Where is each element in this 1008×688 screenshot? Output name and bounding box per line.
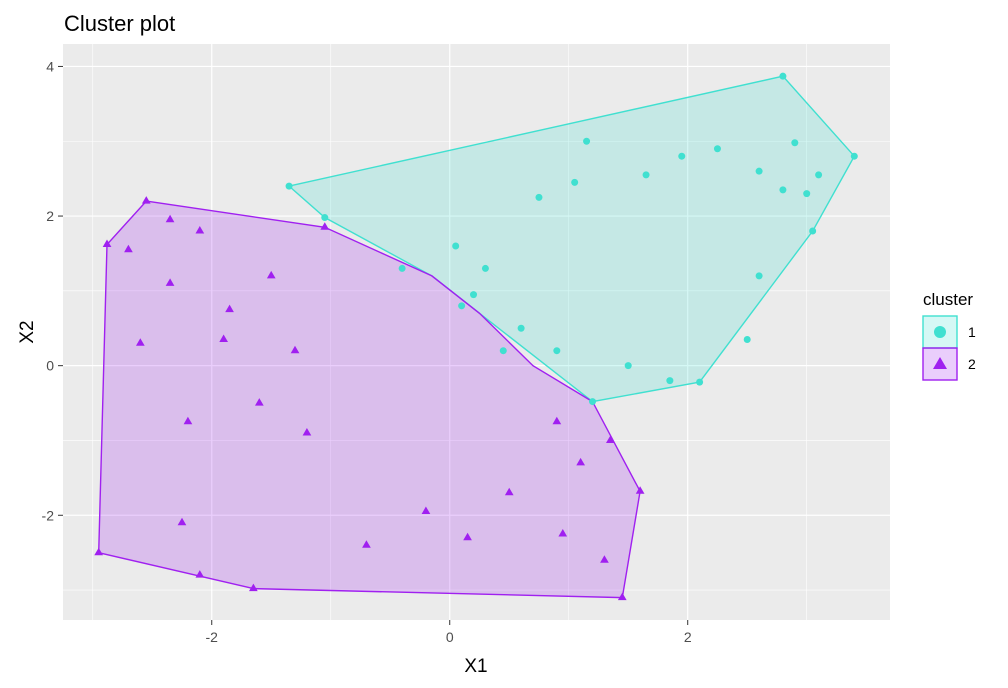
cluster-2-point [290, 345, 300, 354]
cluster-2-point [606, 435, 615, 443]
axes: -2 0 2 -2 0 2 4 [42, 58, 692, 645]
cluster-2-point [136, 338, 145, 346]
cluster-1-point [499, 347, 507, 355]
cluster-2-point [249, 583, 258, 592]
legend-circle-icon [934, 326, 946, 338]
cluster-hulls [97, 75, 856, 599]
cluster-2-point [94, 547, 103, 556]
legend-triangle-icon [933, 357, 947, 369]
cluster-1-point [624, 362, 632, 370]
cluster-2-point [165, 214, 175, 223]
cluster-2-point [576, 457, 585, 466]
cluster-1-point [285, 182, 293, 190]
x-axis-title: X1 [464, 656, 487, 677]
cluster-1-point [666, 377, 674, 385]
cluster-2-point [362, 540, 371, 548]
legend-title: cluster [923, 290, 973, 309]
cluster-2-hull [97, 200, 641, 599]
cluster-1-point [535, 193, 543, 201]
cluster-2-point [177, 517, 187, 526]
cluster-1-point [696, 378, 704, 386]
cluster-1-point [809, 227, 817, 235]
cluster-1-point [815, 171, 823, 179]
cluster-1-point [779, 186, 787, 194]
cluster-2-point [302, 428, 312, 436]
legend: cluster 1 2 [922, 290, 976, 381]
y-tick-label: 0 [46, 358, 54, 374]
cluster-1-point [481, 264, 489, 272]
cluster-1-point [743, 335, 751, 343]
cluster-2-point [102, 239, 112, 247]
cluster-1-point [642, 171, 650, 179]
cluster-2-point [320, 222, 330, 230]
cluster-1-point [321, 214, 329, 222]
cluster-points [94, 72, 858, 601]
x-tick-label: 2 [684, 629, 692, 645]
cluster-1-point [553, 347, 561, 355]
cluster-1-point [452, 242, 460, 250]
cluster-1-point [755, 272, 763, 280]
cluster-2-point [183, 416, 193, 425]
cluster-1-point [850, 152, 858, 160]
cluster-2-point [635, 486, 645, 494]
y-tick-label: 4 [46, 58, 54, 74]
gridlines [63, 44, 890, 620]
cluster-2-point [255, 398, 264, 406]
cluster-1-point [517, 324, 525, 332]
cluster-1-point [803, 190, 811, 198]
cluster-2-point [463, 532, 472, 541]
cluster-1-point [713, 145, 721, 153]
legend-key-2 [922, 347, 958, 381]
cluster-1-point [791, 139, 799, 147]
cluster-2-point [225, 304, 234, 313]
cluster-1-point [779, 72, 787, 80]
legend-label-1: 1 [968, 324, 976, 340]
x-tick-label: 0 [446, 629, 454, 645]
cluster-1-point [755, 167, 763, 175]
cluster-2-point [266, 270, 276, 279]
legend-label-2: 2 [968, 356, 976, 372]
cluster-1-point [458, 302, 466, 310]
chart-title: Cluster plot [64, 11, 175, 36]
cluster-2-point [124, 244, 133, 253]
cluster-2-point [219, 334, 228, 342]
cluster-1-point [678, 152, 686, 160]
y-tick-label: -2 [42, 507, 55, 523]
cluster-2-point [600, 555, 609, 563]
cluster-2-point [165, 278, 175, 286]
cluster-2-point [504, 487, 514, 496]
cluster-1-point [398, 264, 406, 272]
y-axis-title: X2 [17, 320, 38, 343]
cluster-2-point [195, 226, 205, 234]
cluster-2-point [195, 570, 205, 578]
cluster-1-point [583, 137, 591, 145]
cluster-2-point [558, 529, 568, 537]
plot-panel [63, 44, 890, 620]
cluster-2-point [552, 416, 562, 425]
cluster-1-point [470, 291, 478, 299]
cluster-1-point [589, 398, 597, 406]
x-tick-label: -2 [206, 629, 219, 645]
y-tick-label: 2 [46, 208, 54, 224]
cluster-2-point [141, 196, 151, 204]
cluster-2-point [421, 506, 431, 514]
cluster-1-hull [287, 75, 856, 403]
cluster-2-point [617, 592, 627, 601]
cluster-1-point [571, 178, 579, 186]
